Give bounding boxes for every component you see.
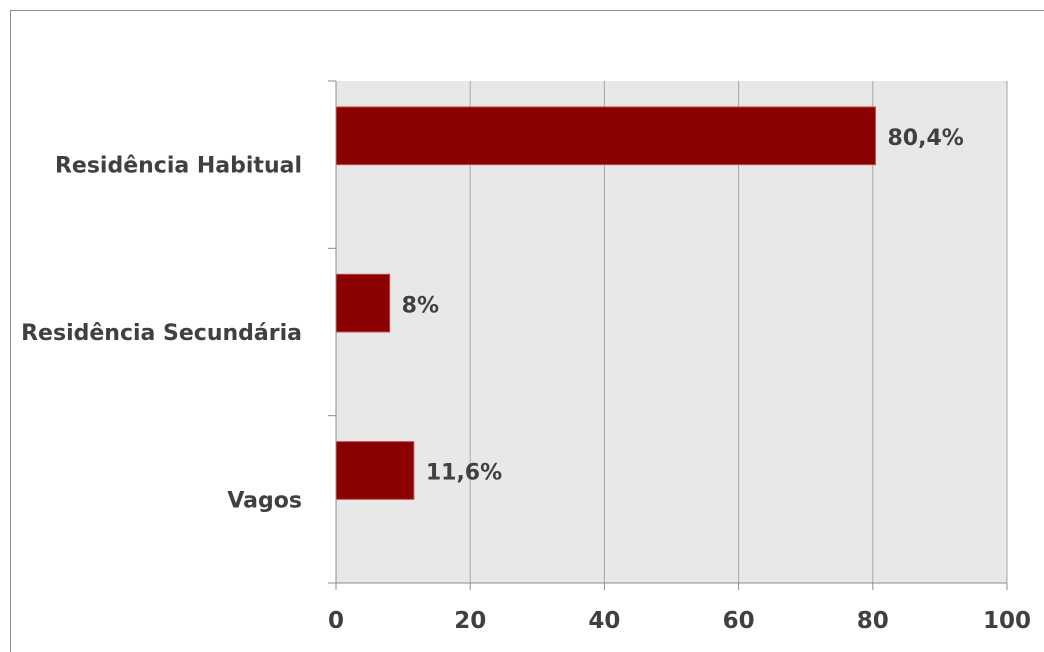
x-tick-label: 80	[857, 608, 889, 634]
data-labels: 80,4% 8% 11,6%	[402, 126, 964, 486]
x-tick-label: 60	[723, 608, 755, 634]
x-tick-label: 0	[328, 608, 344, 634]
category-label: Vagos	[227, 488, 302, 513]
x-tick-labels: 0 20 40 60 80 100	[328, 608, 1031, 634]
data-label: 8%	[402, 293, 439, 318]
bar	[335, 441, 415, 500]
x-tick-label: 20	[454, 608, 486, 634]
category-labels: Residência Habitual Residência Secundária…	[21, 154, 302, 514]
axes	[328, 80, 1008, 590]
x-tick-label: 100	[983, 608, 1031, 634]
category-label: Residência Habitual	[55, 154, 302, 179]
bar	[335, 106, 876, 166]
data-label: 80,4%	[887, 126, 963, 151]
data-label: 11,6%	[426, 461, 502, 486]
bars	[335, 106, 876, 500]
x-tick-label: 40	[588, 608, 620, 634]
bar	[335, 273, 391, 333]
category-label: Residência Secundária	[21, 321, 302, 346]
